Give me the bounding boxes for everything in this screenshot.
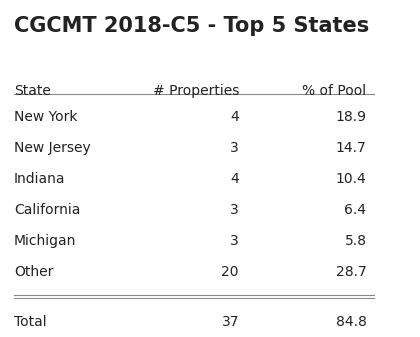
Text: 6.4: 6.4 [344,203,367,217]
Text: 10.4: 10.4 [336,172,367,186]
Text: 20: 20 [221,265,239,279]
Text: Michigan: Michigan [14,234,76,248]
Text: California: California [14,203,80,217]
Text: 5.8: 5.8 [344,234,367,248]
Text: 3: 3 [230,141,239,155]
Text: New Jersey: New Jersey [14,141,91,155]
Text: 14.7: 14.7 [336,141,367,155]
Text: 28.7: 28.7 [336,265,367,279]
Text: 4: 4 [230,111,239,124]
Text: 18.9: 18.9 [336,111,367,124]
Text: State: State [14,84,51,98]
Text: Other: Other [14,265,53,279]
Text: 4: 4 [230,172,239,186]
Text: 3: 3 [230,234,239,248]
Text: CGCMT 2018-C5 - Top 5 States: CGCMT 2018-C5 - Top 5 States [14,16,369,36]
Text: Total: Total [14,315,47,329]
Text: 3: 3 [230,203,239,217]
Text: Indiana: Indiana [14,172,66,186]
Text: # Properties: # Properties [152,84,239,98]
Text: % of Pool: % of Pool [302,84,367,98]
Text: New York: New York [14,111,78,124]
Text: 37: 37 [221,315,239,329]
Text: 84.8: 84.8 [336,315,367,329]
